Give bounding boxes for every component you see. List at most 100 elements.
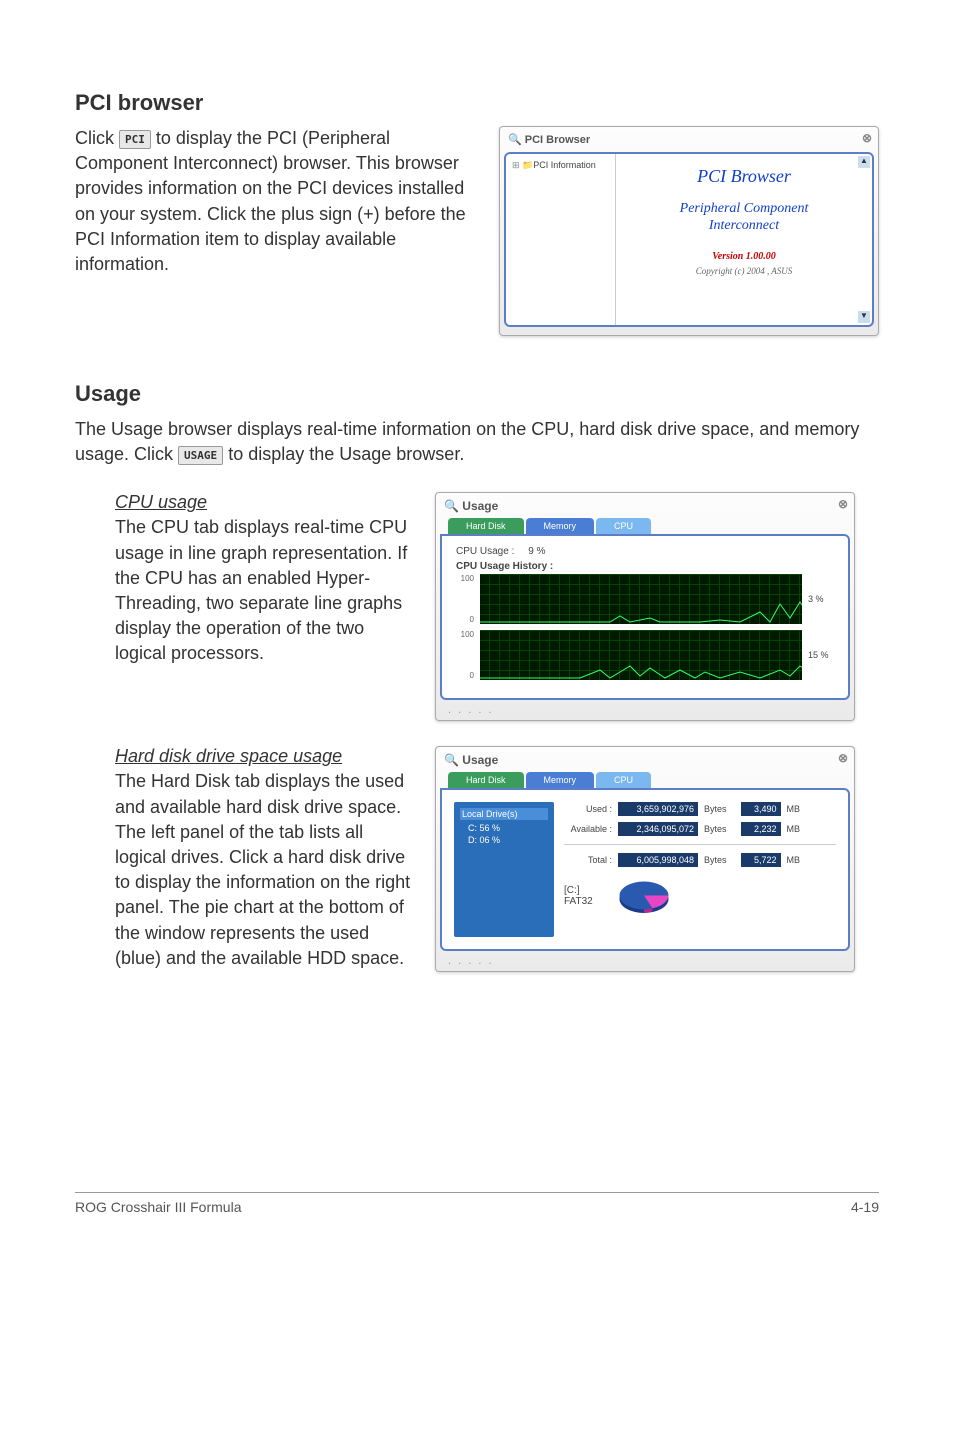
cpu-heading: CPU usage xyxy=(115,492,415,513)
pci-tree-item[interactable]: 📁PCI Information xyxy=(512,160,609,171)
cpu-window-col: 🔍 Usage ⊗ Hard Disk Memory CPU CPU Usage… xyxy=(435,492,855,721)
hdd-titlebar: 🔍 Usage ⊗ xyxy=(440,751,850,769)
hdd-drive-info: [C:] FAT32 xyxy=(564,885,593,907)
pci-tree-panel: 📁PCI Information xyxy=(506,154,616,325)
axis-bottom: 0 xyxy=(456,671,474,680)
pci-sub2: Interconnect xyxy=(709,218,779,233)
cpu-body-panel: CPU Usage : 9 % CPU Usage History : 100 … xyxy=(440,534,850,700)
pci-version: Version 1.00.00 xyxy=(624,251,864,262)
mb-unit: MB xyxy=(787,804,801,814)
close-icon[interactable]: ⊗ xyxy=(838,751,848,765)
pci-browser-section: PCI browser Click PCI to display the PCI… xyxy=(75,90,879,336)
pci-icon-button: PCI xyxy=(119,130,151,149)
hdd-tree-root[interactable]: Local Drive(s) xyxy=(460,808,548,820)
hdd-window-col: 🔍 Usage ⊗ Hard Disk Memory CPU Local Dri… xyxy=(435,746,855,972)
cpu-body: The CPU tab displays real-time CPU usage… xyxy=(115,515,415,666)
cpu-usage-stat: CPU Usage : 9 % xyxy=(456,546,834,557)
window-footer-dots: . . . . . xyxy=(440,700,850,716)
bytes-unit: Bytes xyxy=(704,804,727,814)
cpu-graph-2 xyxy=(480,630,802,680)
pci-sub1: Peripheral Component xyxy=(680,201,809,216)
usage-section: Usage The Usage browser displays real-ti… xyxy=(75,381,879,972)
pci-main-title: PCI Browser xyxy=(624,166,864,187)
bytes-unit: Bytes xyxy=(704,855,727,865)
usage-icon-button: USAGE xyxy=(178,446,223,465)
close-icon[interactable]: ⊗ xyxy=(862,131,872,145)
usage-heading: Usage xyxy=(75,381,879,407)
mb-unit: MB xyxy=(787,824,801,834)
hdd-pie-row: [C:] FAT32 xyxy=(564,873,836,918)
hdd-body-panel: Local Drive(s) C: 56 % D: 06 % Used : 3,… xyxy=(440,788,850,951)
cpu-pct-2: 15 % xyxy=(808,650,834,660)
hdd-titlebar-text: Usage xyxy=(462,753,498,767)
hdd-row-total: Total : 6,005,998,048 Bytes 5,722 MB xyxy=(564,853,836,867)
total-mb: 5,722 xyxy=(741,853,781,867)
cpu-graph-1 xyxy=(480,574,802,624)
page-footer: ROG Crosshair III Formula 4-19 xyxy=(75,1192,879,1215)
axis-top: 100 xyxy=(456,630,474,639)
drive-label: [C:] xyxy=(564,885,593,896)
pci-tree-label: PCI Information xyxy=(533,160,596,170)
usage-intro-post: to display the Usage browser. xyxy=(228,444,464,464)
axis-top: 100 xyxy=(456,574,474,583)
cpu-usage-window: 🔍 Usage ⊗ Hard Disk Memory CPU CPU Usage… xyxy=(435,492,855,721)
pci-titlebar: 🔍 PCI Browser ⊗ xyxy=(504,131,874,148)
footer-left: ROG Crosshair III Formula xyxy=(75,1199,241,1215)
pci-window-col: 🔍 PCI Browser ⊗ 📁PCI Information ▲ PCI B… xyxy=(499,126,879,336)
pci-subtitle: Peripheral Component Interconnect xyxy=(624,201,864,235)
tab-memory[interactable]: Memory xyxy=(526,518,595,534)
pci-text-col: Click PCI to display the PCI (Peripheral… xyxy=(75,126,479,277)
window-footer-dots: . . . . . xyxy=(440,951,850,967)
pci-titlebar-text: PCI Browser xyxy=(525,134,590,146)
bytes-unit: Bytes xyxy=(704,824,727,834)
total-label: Total : xyxy=(564,855,612,865)
pci-body: Click PCI to display the PCI (Peripheral… xyxy=(75,126,479,277)
cpu-usage-subsection: CPU usage The CPU tab displays real-time… xyxy=(75,492,879,721)
hdd-heading: Hard disk drive space usage xyxy=(115,746,415,767)
pci-titlebar-icon: 🔍 xyxy=(508,134,522,146)
hdd-tree-c[interactable]: C: 56 % xyxy=(460,822,548,834)
pci-main-panel: ▲ PCI Browser Peripheral Component Inter… xyxy=(616,154,872,325)
pci-window: 🔍 PCI Browser ⊗ 📁PCI Information ▲ PCI B… xyxy=(499,126,879,336)
cpu-titlebar: 🔍 Usage ⊗ xyxy=(440,497,850,515)
total-bytes: 6,005,998,048 xyxy=(618,853,698,867)
tab-harddisk[interactable]: Hard Disk xyxy=(448,518,524,534)
hdd-divider xyxy=(564,844,836,845)
avail-label: Available : xyxy=(564,824,612,834)
usage-titlebar-icon: 🔍 xyxy=(444,499,459,513)
hdd-row-used: Used : 3,659,902,976 Bytes 3,490 MB xyxy=(564,802,836,816)
hdd-info-panel: Used : 3,659,902,976 Bytes 3,490 MB Avai… xyxy=(564,802,836,937)
hdd-tree-d[interactable]: D: 06 % xyxy=(460,834,548,846)
scroll-up-icon[interactable]: ▲ xyxy=(858,156,870,168)
hdd-body: The Hard Disk tab displays the used and … xyxy=(115,769,415,971)
cpu-pct-1: 3 % xyxy=(808,594,834,604)
tab-harddisk[interactable]: Hard Disk xyxy=(448,772,524,788)
pci-inner: 📁PCI Information ▲ PCI Browser Periphera… xyxy=(504,152,874,327)
avail-bytes: 2,346,095,072 xyxy=(618,822,698,836)
cpu-graph-row-2: 100 0 15 % xyxy=(456,630,834,680)
used-mb: 3,490 xyxy=(741,802,781,816)
scroll-down-icon[interactable]: ▼ xyxy=(858,311,870,323)
close-icon[interactable]: ⊗ xyxy=(838,497,848,511)
tab-cpu[interactable]: CPU xyxy=(596,772,651,788)
hdd-usage-window: 🔍 Usage ⊗ Hard Disk Memory CPU Local Dri… xyxy=(435,746,855,972)
footer-right: 4-19 xyxy=(851,1199,879,1215)
cpu-axis-1: 100 0 xyxy=(456,574,474,624)
mb-unit: MB xyxy=(787,855,801,865)
used-label: Used : xyxy=(564,804,612,814)
fs-label: FAT32 xyxy=(564,896,593,907)
hdd-tabs: Hard Disk Memory CPU xyxy=(440,772,850,788)
hdd-usage-subsection: Hard disk drive space usage The Hard Dis… xyxy=(75,746,879,972)
cpu-usage-value: 9 % xyxy=(528,546,545,557)
hdd-text: Hard disk drive space usage The Hard Dis… xyxy=(115,746,415,971)
hdd-row-avail: Available : 2,346,095,072 Bytes 2,232 MB xyxy=(564,822,836,836)
pci-heading: PCI browser xyxy=(75,90,879,116)
cpu-titlebar-text: Usage xyxy=(462,499,498,513)
pci-body-post: to display the PCI (Peripheral Component… xyxy=(75,128,466,274)
cpu-usage-label: CPU Usage : xyxy=(456,546,514,557)
tab-cpu[interactable]: CPU xyxy=(596,518,651,534)
cpu-text: CPU usage The CPU tab displays real-time… xyxy=(115,492,415,666)
tab-memory[interactable]: Memory xyxy=(526,772,595,788)
pci-two-col: Click PCI to display the PCI (Peripheral… xyxy=(75,126,879,336)
pci-copyright: Copyright (c) 2004 , ASUS xyxy=(624,266,864,276)
